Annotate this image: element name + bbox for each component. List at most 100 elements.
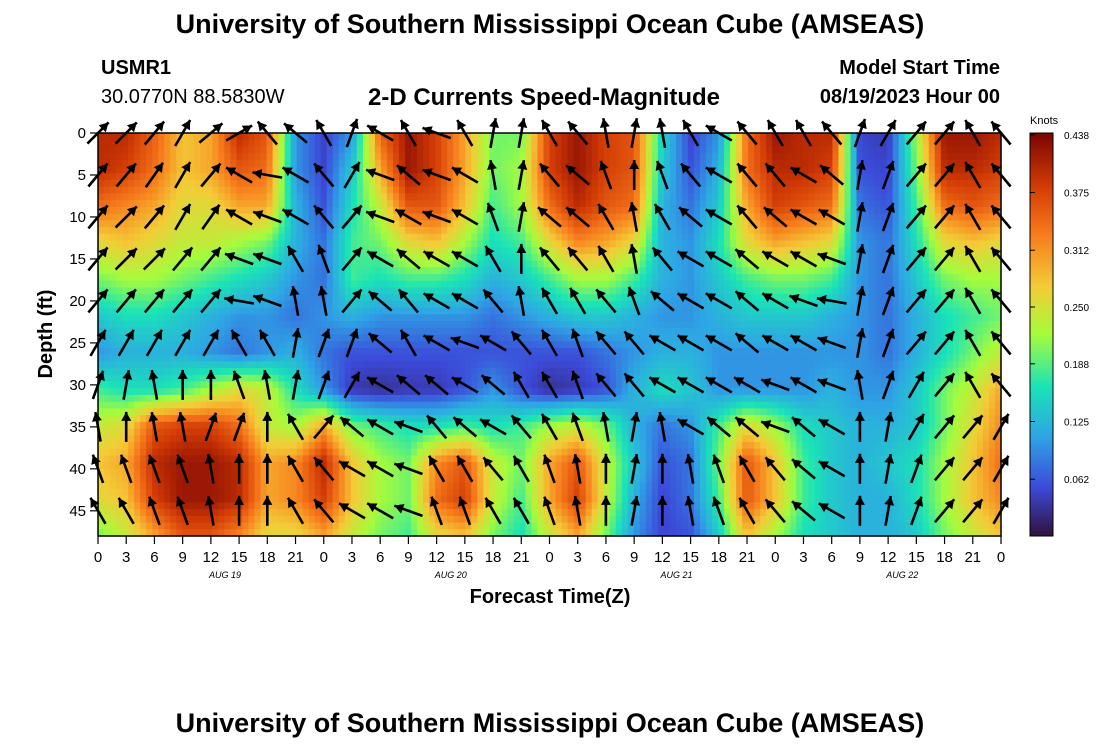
heatmap-cell: [838, 321, 846, 329]
heatmap-cell: [519, 280, 527, 289]
heatmap-cell: [826, 287, 834, 295]
heatmap-cell: [471, 180, 478, 188]
heatmap-cell: [627, 186, 635, 195]
heatmap-cell: [224, 327, 232, 336]
heatmap-cell: [326, 233, 334, 242]
heatmap-cell: [477, 327, 484, 336]
heatmap-cell: [176, 159, 183, 168]
heatmap-cell: [471, 267, 478, 275]
heatmap-cell: [597, 233, 605, 242]
heatmap-cell: [561, 206, 569, 215]
heatmap-cell: [278, 220, 286, 228]
heatmap-cell: [736, 220, 743, 228]
heatmap-cell: [519, 274, 527, 282]
heatmap-cell: [796, 287, 803, 295]
heatmap-cell: [645, 341, 653, 349]
heatmap-cell: [784, 334, 791, 342]
heatmap-cell: [994, 186, 1002, 195]
heatmap-cell: [140, 341, 147, 349]
heatmap-cell: [832, 240, 840, 248]
heatmap-cell: [158, 186, 165, 195]
heatmap-cell: [964, 327, 972, 336]
heatmap-cell: [254, 280, 262, 289]
heatmap-cell: [212, 354, 219, 362]
heatmap-cell: [477, 347, 484, 356]
heatmap-cell: [170, 159, 177, 168]
heatmap-cell: [465, 213, 472, 221]
heatmap-cell: [405, 220, 412, 228]
heatmap-cell: [736, 300, 743, 309]
heatmap-cell: [308, 213, 316, 221]
heatmap-cell: [399, 220, 406, 228]
heatmap-cell: [790, 200, 797, 208]
heatmap-cell: [170, 334, 177, 342]
heatmap-cell: [423, 307, 430, 315]
heatmap-cell: [362, 334, 370, 342]
heatmap-cell: [784, 347, 791, 356]
heatmap-cell: [988, 146, 996, 154]
heatmap-cell: [296, 314, 304, 322]
heatmap-cell: [405, 159, 412, 168]
heatmap-cell: [573, 347, 581, 356]
heatmap-cell: [609, 327, 617, 336]
heatmap-cell: [224, 267, 232, 275]
heatmap-cell: [296, 220, 304, 228]
heatmap-cell: [561, 307, 569, 315]
heatmap-cell: [838, 166, 846, 174]
heatmap-cell: [645, 321, 653, 329]
heatmap-cell: [820, 146, 828, 154]
heatmap-cell: [405, 139, 412, 148]
heatmap-cell: [621, 186, 629, 195]
heatmap-cell: [236, 139, 244, 148]
heatmap-cell: [501, 247, 508, 255]
heatmap-cell: [194, 193, 201, 201]
heatmap-cell: [513, 186, 520, 195]
heatmap-cell: [796, 166, 803, 174]
heatmap-cell: [904, 200, 912, 208]
heatmap-cell: [669, 227, 677, 235]
heatmap-cell: [603, 227, 611, 235]
heatmap-cell: [417, 240, 424, 248]
heatmap-cell: [675, 300, 683, 309]
heatmap-cell: [392, 193, 400, 201]
heatmap-cell: [994, 139, 1002, 148]
heatmap-cell: [344, 307, 352, 315]
heatmap-cell: [368, 233, 376, 242]
heatmap-cell: [435, 347, 442, 356]
heatmap-cell: [471, 253, 478, 262]
heatmap-cell: [164, 213, 171, 221]
heatmap-cell: [862, 200, 870, 208]
heatmap-cell: [170, 240, 177, 248]
heatmap-cell: [254, 334, 262, 342]
heatmap-cell: [380, 220, 388, 228]
heatmap-cell: [760, 153, 767, 161]
heatmap-cell: [152, 354, 159, 362]
heatmap-cell: [627, 260, 635, 268]
heatmap-cell: [146, 146, 153, 154]
heatmap-cell: [700, 260, 707, 268]
heatmap-cell: [242, 206, 250, 215]
heatmap-cell: [399, 260, 406, 268]
heatmap-cell: [922, 300, 930, 309]
heatmap-cell: [248, 307, 256, 315]
heatmap-cell: [964, 307, 972, 315]
heatmap-cell: [856, 314, 864, 322]
heatmap-cell: [362, 240, 370, 248]
heatmap-cell: [952, 200, 960, 208]
heatmap-cell: [284, 294, 292, 302]
heatmap-cell: [459, 260, 466, 268]
heatmap-cell: [441, 247, 448, 255]
heatmap-cell: [555, 253, 563, 262]
heatmap-cell: [182, 280, 189, 289]
heatmap-cell: [248, 186, 256, 195]
heatmap-cell: [886, 307, 894, 315]
heatmap-cell: [748, 253, 755, 262]
heatmap-cell: [868, 227, 876, 235]
heatmap-cell: [392, 153, 400, 161]
heatmap-cell: [296, 341, 304, 349]
heatmap-cell: [477, 280, 484, 289]
heatmap-cell: [477, 180, 484, 188]
heatmap-cell: [790, 213, 797, 221]
heatmap-cell: [296, 159, 304, 168]
heatmap-cell: [603, 206, 611, 215]
